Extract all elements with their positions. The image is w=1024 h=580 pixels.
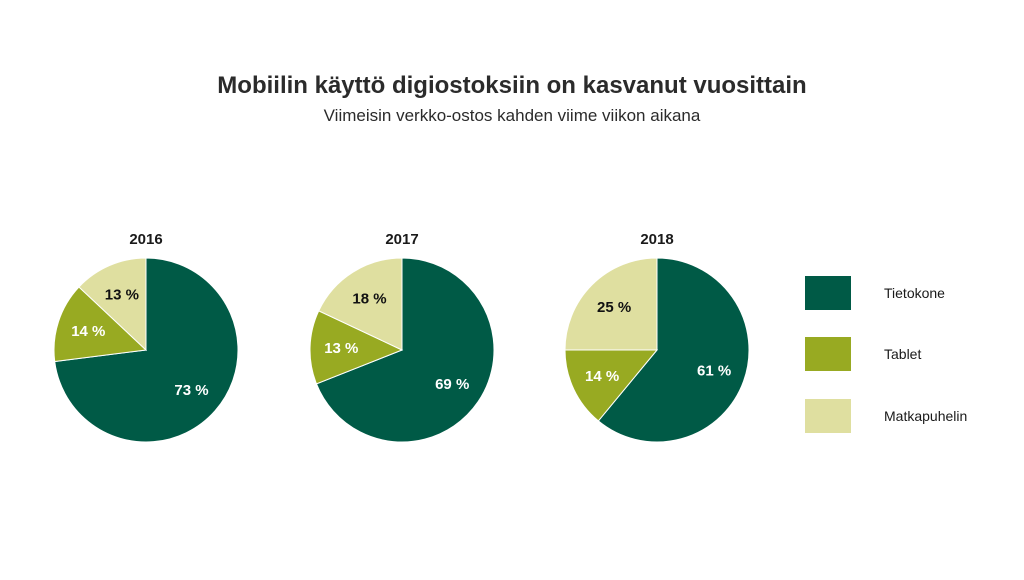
chart-subtitle: Viimeisin verkko-ostos kahden viime viik…	[323, 106, 701, 125]
pie-title-2017: 2017	[385, 231, 418, 248]
data-label-2017-matkapuhelin: 18 %	[352, 291, 386, 308]
pie-slice-2018-matkapuhelin	[564, 257, 658, 351]
pie-slice-2016-matkapuhelin	[78, 257, 147, 352]
pie-title-2018: 2018	[640, 231, 673, 248]
legend-label-tietokone: Tietokone	[884, 285, 945, 301]
data-label-2018-tietokone: 61 %	[697, 363, 731, 380]
pie-slice-2018-tablet	[564, 349, 659, 422]
legend-label-matkapuhelin: Matkapuhelin	[884, 408, 967, 424]
pie-slice-2018-tietokone	[597, 257, 750, 443]
data-label-2016-matkapuhelin: 13 %	[105, 286, 139, 303]
pie-slice-2016-tablet	[53, 286, 148, 363]
data-label-2016-tietokone: 73 %	[174, 382, 208, 399]
pie-slice-2017-matkapuhelin	[318, 257, 403, 351]
legend-swatch-tablet	[805, 337, 851, 371]
pie-title-2016: 2016	[129, 231, 162, 248]
data-label-2018-matkapuhelin: 25 %	[597, 299, 631, 316]
legend-swatch-matkapuhelin	[805, 399, 851, 433]
pie-slice-2017-tietokone	[315, 257, 495, 443]
legend-label-tablet: Tablet	[884, 346, 921, 362]
data-label-2017-tablet: 13 %	[324, 340, 358, 357]
data-label-2016-tablet: 14 %	[71, 323, 105, 340]
pie-slice-2017-tablet	[309, 310, 404, 385]
data-label-2018-tablet: 14 %	[585, 368, 619, 385]
chart-title: Mobiilin käyttö digiostoksiin on kasvanu…	[217, 72, 807, 99]
legend-swatch-tietokone	[805, 276, 851, 310]
data-label-2017-tietokone: 69 %	[435, 376, 469, 393]
